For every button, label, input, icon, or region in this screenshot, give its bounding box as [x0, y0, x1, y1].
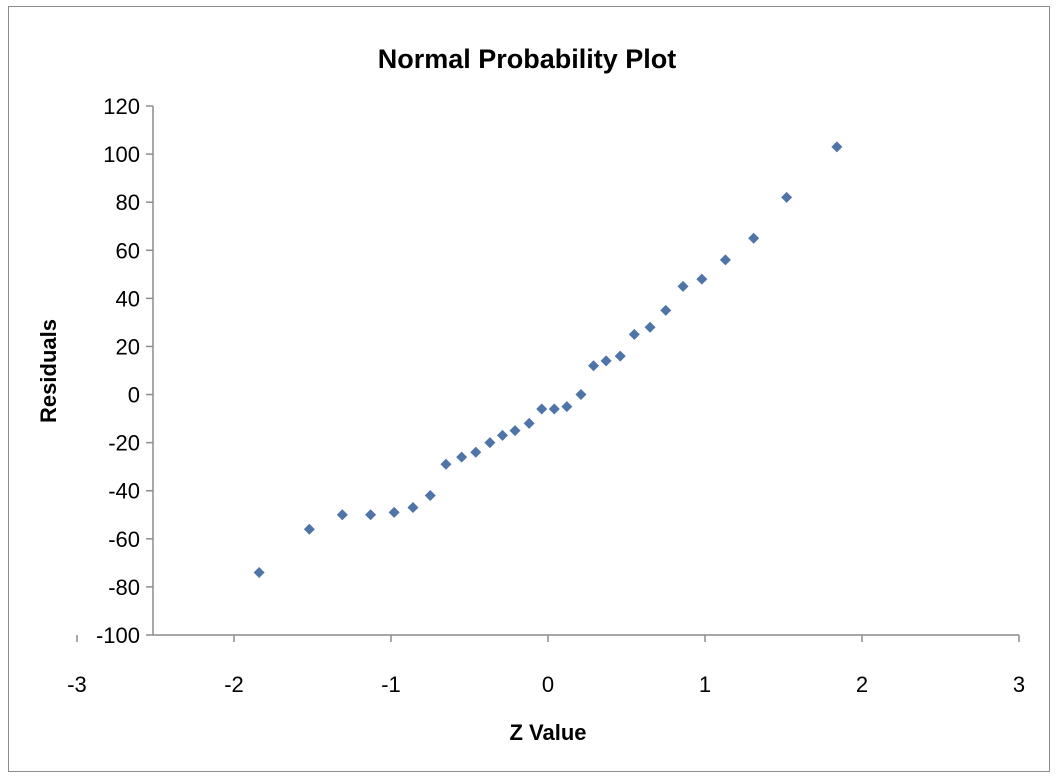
- data-point: [677, 280, 689, 292]
- x-tick-label: -3: [67, 672, 87, 697]
- x-tick-label: 2: [856, 672, 868, 697]
- data-point: [484, 437, 496, 449]
- data-point: [407, 502, 419, 514]
- data-point: [575, 389, 587, 401]
- data-point: [388, 506, 400, 518]
- y-tick-label: -60: [108, 527, 140, 552]
- y-tick-label: -20: [108, 431, 140, 456]
- data-point: [456, 451, 468, 463]
- data-point: [470, 446, 482, 458]
- y-tick-label: 20: [116, 334, 140, 359]
- y-tick-label: 0: [128, 383, 140, 408]
- data-point: [548, 403, 560, 415]
- data-point: [600, 355, 612, 367]
- x-tick-label: -2: [224, 672, 244, 697]
- y-tick-label: -80: [108, 575, 140, 600]
- data-point: [303, 523, 315, 535]
- x-tick-label: 0: [542, 672, 554, 697]
- data-point: [536, 403, 548, 415]
- data-point: [440, 458, 452, 470]
- x-axis-ticks: -3 -2 -1 0 1 2 3: [67, 635, 1025, 697]
- data-point: [781, 191, 793, 203]
- data-point: [748, 232, 760, 244]
- x-tick-label: 3: [1013, 672, 1025, 697]
- data-point: [719, 254, 731, 266]
- data-point: [831, 141, 843, 153]
- data-point: [365, 509, 377, 521]
- y-axis-title: Residuals: [36, 319, 61, 423]
- data-point: [614, 350, 626, 362]
- y-tick-label: 120: [103, 94, 140, 119]
- data-point: [253, 566, 265, 578]
- chart-title: Normal Probability Plot: [378, 44, 677, 74]
- data-point: [561, 401, 573, 413]
- data-point: [509, 425, 521, 437]
- y-tick-label: 100: [103, 142, 140, 167]
- data-point: [588, 360, 600, 372]
- y-tick-label: 60: [116, 238, 140, 263]
- y-tick-label: 40: [116, 286, 140, 311]
- data-point: [424, 490, 436, 502]
- y-tick-label: -40: [108, 479, 140, 504]
- data-points: [253, 141, 843, 578]
- chart-frame: [8, 6, 1050, 772]
- data-point: [496, 429, 508, 441]
- data-point: [696, 273, 708, 285]
- data-point: [644, 321, 656, 333]
- x-axis-title: Z Value: [509, 720, 586, 745]
- y-tick-label: 80: [116, 190, 140, 215]
- data-point: [660, 304, 672, 316]
- axes: [152, 106, 1019, 636]
- y-tick-label: -100: [96, 623, 140, 648]
- data-point: [628, 328, 640, 340]
- data-point: [523, 417, 535, 429]
- y-axis-ticks: -100 -80 -60 -40 -20 0 20 40 60 80 100 120: [96, 94, 153, 648]
- x-tick-label: 1: [699, 672, 711, 697]
- x-tick-label: -1: [381, 672, 401, 697]
- data-point: [336, 509, 348, 521]
